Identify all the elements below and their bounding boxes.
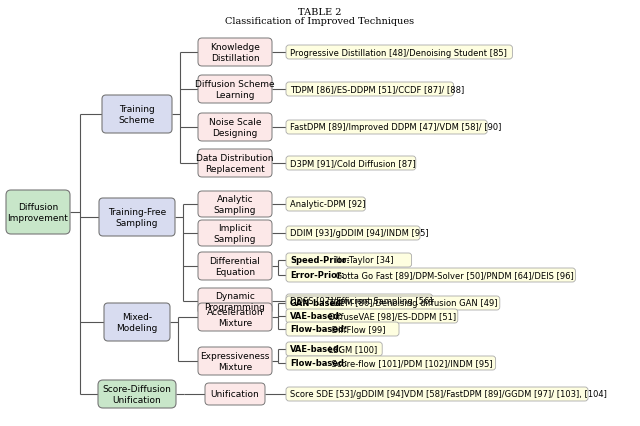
FancyBboxPatch shape bbox=[286, 83, 454, 97]
FancyBboxPatch shape bbox=[286, 157, 416, 170]
Text: VAE-based:: VAE-based: bbox=[290, 345, 343, 354]
Text: Diffusion
Improvement: Diffusion Improvement bbox=[8, 203, 68, 222]
FancyBboxPatch shape bbox=[286, 322, 399, 336]
FancyBboxPatch shape bbox=[6, 190, 70, 234]
Text: TABLE 2: TABLE 2 bbox=[298, 8, 342, 17]
FancyBboxPatch shape bbox=[286, 198, 365, 211]
Text: Error-Prior:: Error-Prior: bbox=[290, 271, 344, 280]
Text: Speed-Prior:: Speed-Prior: bbox=[290, 256, 350, 265]
Text: Knowledge
Distillation: Knowledge Distillation bbox=[210, 43, 260, 63]
Text: Training-Free
Sampling: Training-Free Sampling bbox=[108, 208, 166, 227]
FancyBboxPatch shape bbox=[286, 309, 458, 323]
Text: Analytic
Sampling: Analytic Sampling bbox=[214, 195, 256, 214]
FancyBboxPatch shape bbox=[198, 150, 272, 178]
Text: Flow-based:: Flow-based: bbox=[290, 359, 348, 368]
Text: VAE-based:: VAE-based: bbox=[290, 312, 343, 321]
Text: Gotta Go Fast [89]/DPM-Solver [50]/PNDM [64]/DEIS [96]: Gotta Go Fast [89]/DPM-Solver [50]/PNDM … bbox=[333, 271, 573, 280]
FancyBboxPatch shape bbox=[198, 288, 272, 314]
FancyBboxPatch shape bbox=[205, 383, 265, 405]
Text: Noise Scale
Designing: Noise Scale Designing bbox=[209, 118, 261, 137]
Text: Unification: Unification bbox=[211, 390, 259, 399]
Text: DiffuseVAE [98]/ES-DDPM [51]: DiffuseVAE [98]/ES-DDPM [51] bbox=[326, 312, 456, 321]
Text: GAN-based:: GAN-based: bbox=[290, 299, 346, 308]
FancyBboxPatch shape bbox=[198, 347, 272, 375]
Text: Mixed-
Modeling: Mixed- Modeling bbox=[116, 313, 157, 332]
Text: Training
Scheme: Training Scheme bbox=[119, 105, 156, 124]
FancyBboxPatch shape bbox=[198, 39, 272, 67]
FancyBboxPatch shape bbox=[198, 253, 272, 280]
Text: Acceleration
Mixture: Acceleration Mixture bbox=[207, 308, 263, 327]
Text: TDPM [86]/ES-DDPM [51]/CCDF [87]/ [88]: TDPM [86]/ES-DDPM [51]/CCDF [87]/ [88] bbox=[290, 85, 464, 94]
Text: Score SDE [53]/gDDIM [94]VDM [58]/FastDPM [89]/GGDM [97]/ [103], [104]: Score SDE [53]/gDDIM [94]VDM [58]/FastDP… bbox=[290, 390, 607, 399]
Text: DDIM [93]/gDDIM [94]/INDM [95]: DDIM [93]/gDDIM [94]/INDM [95] bbox=[290, 229, 429, 238]
Text: DiffFlow [99]: DiffFlow [99] bbox=[329, 325, 386, 334]
Text: DDSS [97]/Efficient Sampling [56]: DDSS [97]/Efficient Sampling [56] bbox=[290, 297, 433, 306]
FancyBboxPatch shape bbox=[286, 227, 420, 240]
FancyBboxPatch shape bbox=[286, 253, 412, 268]
FancyBboxPatch shape bbox=[286, 356, 495, 370]
Text: LSGM [100]: LSGM [100] bbox=[326, 345, 377, 354]
FancyBboxPatch shape bbox=[286, 296, 500, 310]
Text: Classification of Improved Techniques: Classification of Improved Techniques bbox=[225, 17, 415, 26]
Text: Diffusion Scheme
Learning: Diffusion Scheme Learning bbox=[195, 80, 275, 99]
FancyBboxPatch shape bbox=[198, 221, 272, 246]
Text: D3PM [91]/Cold Diffusion [87]: D3PM [91]/Cold Diffusion [87] bbox=[290, 159, 416, 168]
Text: Flow-based:: Flow-based: bbox=[290, 325, 348, 334]
FancyBboxPatch shape bbox=[102, 96, 172, 134]
FancyBboxPatch shape bbox=[98, 380, 176, 408]
Text: Score-Diffusion
Unification: Score-Diffusion Unification bbox=[102, 384, 172, 404]
FancyBboxPatch shape bbox=[286, 294, 433, 308]
Text: Progressive Distillation [48]/Denoising Student [85]: Progressive Distillation [48]/Denoising … bbox=[290, 49, 507, 58]
FancyBboxPatch shape bbox=[99, 199, 175, 236]
FancyBboxPatch shape bbox=[286, 268, 575, 282]
Text: FastDPM [89]/Improved DDPM [47]/VDM [58]/ [90]: FastDPM [89]/Improved DDPM [47]/VDM [58]… bbox=[290, 123, 501, 132]
FancyBboxPatch shape bbox=[198, 114, 272, 142]
Text: Ito-Taylor [34]: Ito-Taylor [34] bbox=[333, 256, 394, 265]
Text: Differential
Equation: Differential Equation bbox=[209, 257, 260, 276]
FancyBboxPatch shape bbox=[286, 121, 487, 135]
FancyBboxPatch shape bbox=[104, 303, 170, 341]
FancyBboxPatch shape bbox=[286, 387, 588, 401]
Text: Dynamic
Programming: Dynamic Programming bbox=[205, 292, 266, 311]
Text: Data Distribution
Replacement: Data Distribution Replacement bbox=[196, 154, 274, 173]
Text: Analytic-DPM [92]: Analytic-DPM [92] bbox=[290, 200, 365, 209]
Text: TDPM [86]/Denoising diffusion GAN [49]: TDPM [86]/Denoising diffusion GAN [49] bbox=[326, 299, 497, 308]
FancyBboxPatch shape bbox=[198, 303, 272, 331]
FancyBboxPatch shape bbox=[286, 46, 513, 60]
FancyBboxPatch shape bbox=[198, 192, 272, 218]
FancyBboxPatch shape bbox=[286, 342, 382, 356]
FancyBboxPatch shape bbox=[198, 76, 272, 104]
Text: Implicit
Sampling: Implicit Sampling bbox=[214, 224, 256, 243]
Text: Score-flow [101]/PDM [102]/INDM [95]: Score-flow [101]/PDM [102]/INDM [95] bbox=[329, 359, 493, 368]
Text: Expressiveness
Mixture: Expressiveness Mixture bbox=[200, 351, 269, 371]
